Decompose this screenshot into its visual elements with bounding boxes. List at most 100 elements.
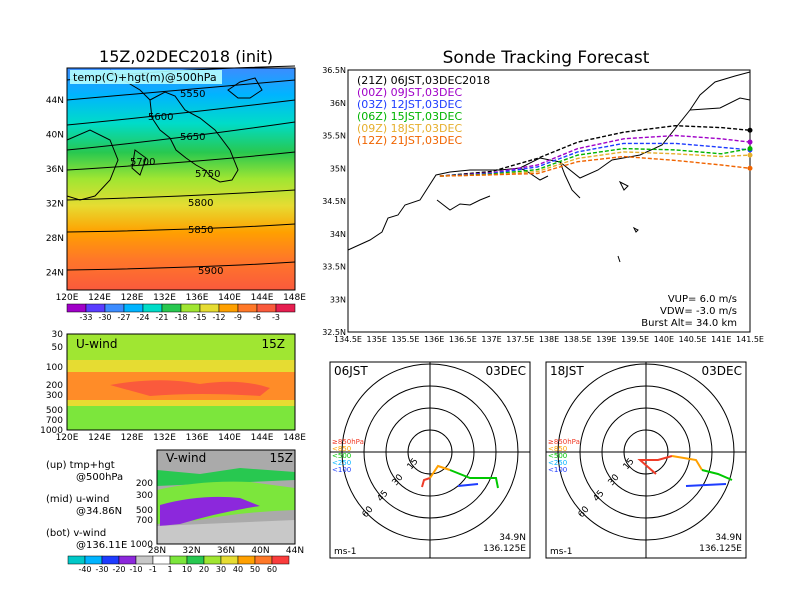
lat-tick-label: 32N [182, 546, 200, 556]
pressure-tick-label: 200 [46, 381, 63, 391]
track-legend-entry: (06Z) 15JST,03DEC [357, 110, 462, 123]
pressure-tick-label: 1000 [130, 540, 153, 550]
hodograph-trace [685, 483, 727, 487]
lon-tick-label: 136.5E [449, 335, 477, 344]
track-legend-entry: (21Z) 06JST,03DEC2018 [357, 74, 490, 87]
pressure-legend-entry: ≥850hPa [548, 438, 580, 446]
lon-tick-label: 134.5E [334, 335, 362, 344]
u-lon-ticks: 120E 124E 128E 132E 136E 140E 144E 148E [56, 433, 307, 443]
pressure-legend-entry: <850 [332, 445, 351, 453]
legend-up: (up) tmp+hgt [46, 460, 115, 471]
colorbar-label: -15 [193, 313, 206, 322]
colorbar-label: -33 [79, 313, 92, 322]
hodograph-lon: 136.125E [699, 544, 742, 554]
lon-tick-label: 138.5E [564, 335, 592, 344]
colorbar-swatch [271, 555, 290, 565]
height-contour-labels: 5550 5600 5650 5700 5750 5800 5850 5900 [130, 89, 223, 277]
lat-tick-label: 24N [46, 269, 64, 279]
lat-tick-label: 35N [330, 164, 346, 173]
track-endpoint [747, 152, 753, 158]
colorbar-swatch [118, 555, 137, 565]
colorbar-label: 50 [250, 565, 260, 574]
track-line [439, 142, 751, 177]
lat-tick-label: 44N [286, 546, 304, 556]
lat-tick-label: 36N [330, 99, 346, 108]
colorbar-label: -27 [117, 313, 130, 322]
lon-tick-label: 141.5E [736, 335, 764, 344]
colorbar-swatch [152, 555, 171, 565]
vdw-text: VDW= -3.0 m/s [660, 306, 737, 317]
track-line [439, 151, 751, 177]
v-wind-title: V-wind [166, 451, 206, 465]
v-wind-time: 15Z [270, 451, 294, 465]
colorbar-label: -1 [149, 565, 157, 574]
lon-tick-label: 138E [539, 335, 559, 344]
lat-tick-label: 40N [46, 131, 64, 141]
colorbar-label: 30 [216, 565, 226, 574]
contour-label: 5900 [198, 266, 223, 277]
lon-tick-label: 128E [121, 433, 144, 443]
lon-tick-label: 148E [283, 433, 306, 443]
lat-tick-label: 34.5N [322, 197, 346, 206]
hodograph-date: 03DEC [486, 364, 526, 378]
colorbar-swatch [67, 555, 86, 565]
lon-tick-label: 132E [153, 293, 176, 303]
contour-label: 5800 [188, 198, 213, 209]
lat-tick-label: 32N [46, 200, 64, 210]
hodograph-trace [457, 483, 479, 487]
lon-tick-label: 136E [424, 335, 444, 344]
u-wind-title: U-wind [76, 337, 117, 351]
map-label: temp(C)+hgt(m)@500hPa [73, 71, 217, 84]
lon-tick-label: 144E [251, 433, 274, 443]
track-endpoint [747, 165, 753, 171]
hodograph-lat: 34.9N [499, 533, 526, 543]
panel-legend: (up) tmp+hgt @500hPa (mid) u-wind @34.86… [46, 460, 127, 551]
pressure-tick-label: 500 [136, 506, 153, 516]
hodograph-lat: 34.9N [715, 533, 742, 543]
colorbar-label: -20 [112, 565, 125, 574]
vup-text: VUP= 6.0 m/s [668, 294, 737, 305]
pressure-tick-label: 50 [52, 343, 64, 353]
lon-tick-label: 128E [121, 293, 144, 303]
colorbar-label: -30 [98, 313, 111, 322]
hodograph-unit: ms-1 [334, 547, 356, 557]
contour-label: 5650 [180, 132, 205, 143]
lat-tick-label: 44N [46, 96, 64, 106]
colorbar-label: 60 [267, 565, 277, 574]
lon-tick-label: 120E [56, 433, 79, 443]
colorbar-swatch [84, 555, 103, 565]
lon-tick-label: 139.5E [621, 335, 649, 344]
lat-tick-label: 32.5N [322, 328, 346, 337]
lat-tick-label: 33.5N [322, 263, 346, 272]
lat-tick-label: 33N [330, 295, 346, 304]
legend-mid-level: @34.86N [76, 506, 122, 517]
track-legend-entry: (09Z) 18JST,03DEC [357, 122, 462, 135]
legend-mid: (mid) u-wind [46, 494, 109, 505]
track-lon-ticks: 134.5E 135E 135.5E 136E 136.5E 137E 137.5E 138E… [334, 335, 764, 344]
colorbar-label: -24 [136, 313, 149, 322]
lon-tick-label: 140E [218, 293, 241, 303]
lat-tick-label: 35.5N [322, 132, 346, 141]
colorbar-swatch [199, 303, 220, 313]
lon-tick-label: 137E [481, 335, 501, 344]
lat-tick-label: 36.5N [322, 66, 346, 75]
colorbar-swatch [101, 555, 120, 565]
contour-label: 5750 [195, 169, 220, 180]
colorbar-label: 40 [233, 565, 243, 574]
colorbar-swatch [135, 555, 154, 565]
hodograph-06jst: 06JST 03DEC15304560≥850hPa<850<500<250<10… [329, 361, 531, 559]
pressure-legend-entry: <850 [548, 445, 567, 453]
burst-text: Burst Alt= 34.0 km [641, 318, 737, 329]
lon-tick-label: 124E [88, 433, 111, 443]
lon-tick-label: 124E [88, 293, 111, 303]
hodograph-18jst: 18JST 03DEC15304560≥850hPa<850<500<250<10… [545, 361, 747, 559]
colorbar-swatch [220, 555, 239, 565]
colorbar-swatch [203, 555, 222, 565]
track-endpoint [747, 127, 753, 133]
lon-tick-label: 135E [367, 335, 387, 344]
hodograph-trace [637, 455, 673, 475]
lon-tick-label: 139E [596, 335, 616, 344]
pressure-tick-label: 300 [46, 391, 63, 401]
lat-tick-label: 34N [330, 230, 346, 239]
